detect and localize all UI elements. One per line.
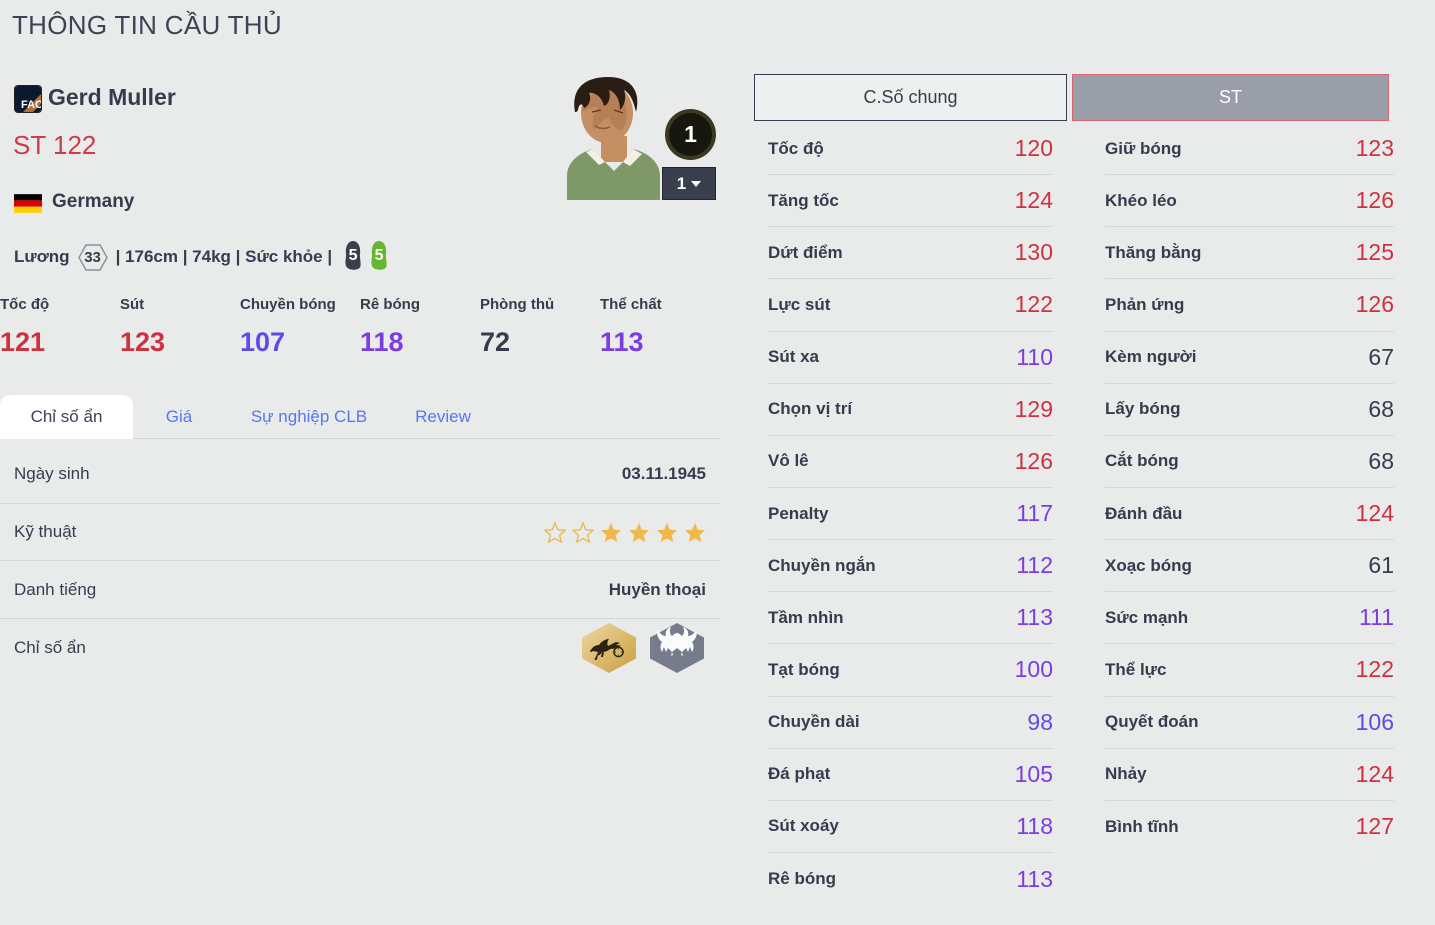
- svg-text:FAC: FAC: [21, 99, 42, 111]
